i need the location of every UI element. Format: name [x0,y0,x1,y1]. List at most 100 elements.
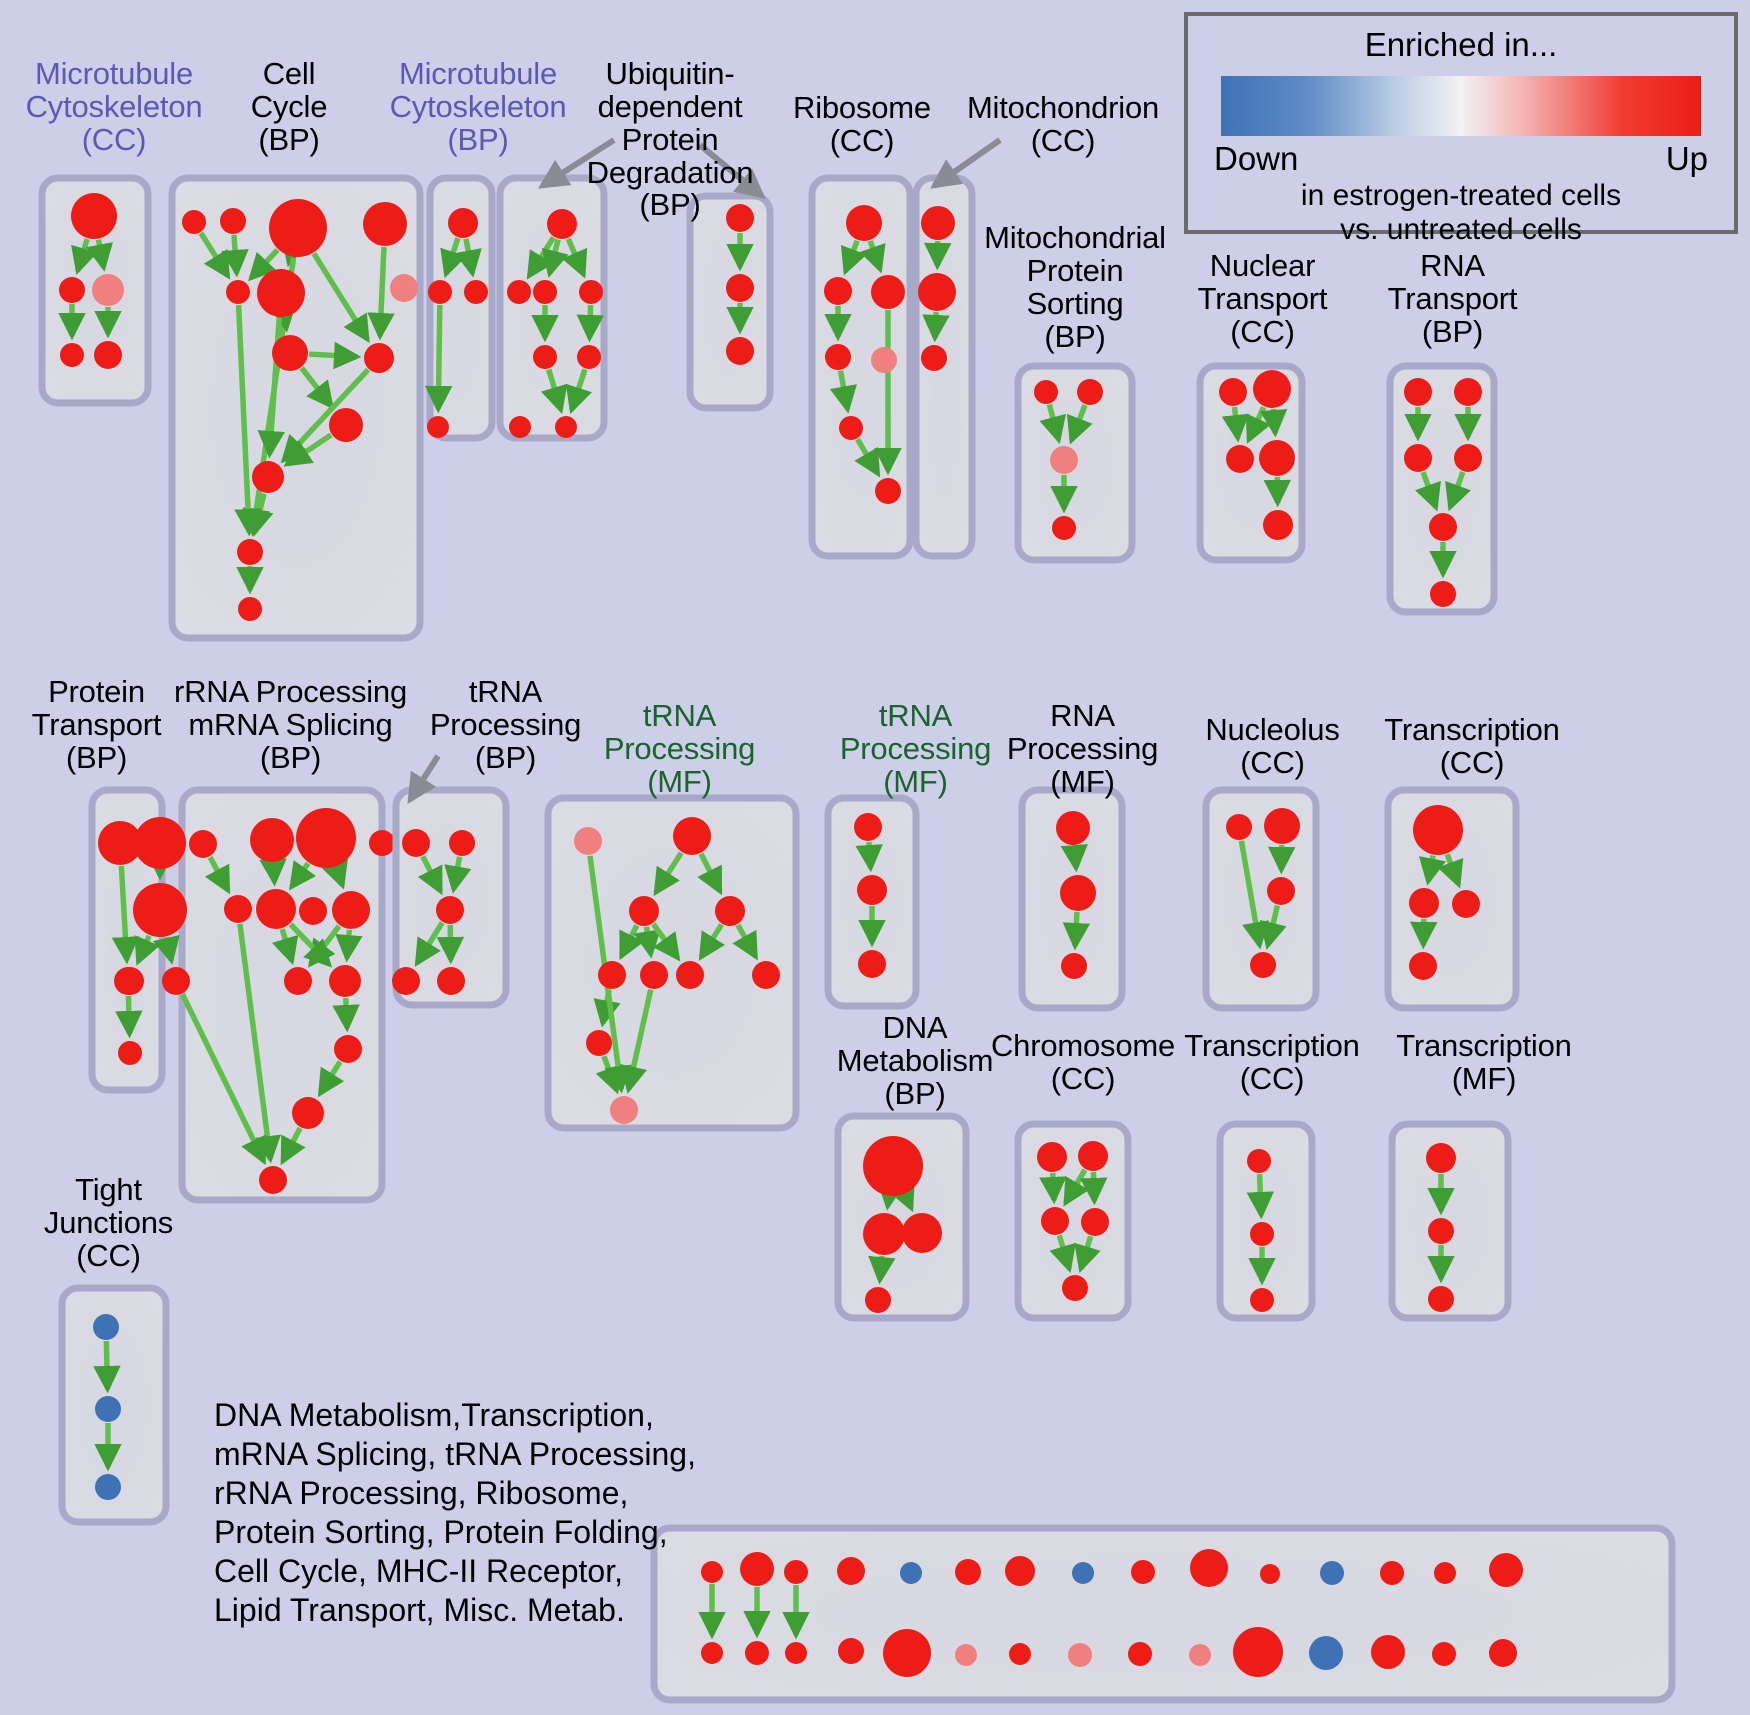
network-node[interactable] [701,1642,723,1664]
network-node[interactable] [1052,516,1076,540]
network-node[interactable] [1128,1642,1152,1666]
network-node[interactable] [95,1474,121,1500]
network-node[interactable] [726,204,754,232]
network-node[interactable] [1260,1564,1280,1584]
network-node[interactable] [785,1642,807,1664]
network-node[interactable] [1060,875,1096,911]
panel-dna-metabolism-bp[interactable] [834,1112,970,1322]
panel-microtubule-cytoskeleton-cc[interactable] [38,174,152,407]
network-node[interactable] [586,1030,612,1056]
network-node[interactable] [955,1644,977,1666]
network-node[interactable] [92,274,124,306]
network-node[interactable] [1264,808,1300,844]
panel-ubiq-single-column[interactable] [686,192,774,412]
panel-mixed-categories-panel[interactable] [650,1524,1676,1704]
network-node[interactable] [824,277,852,305]
network-node[interactable] [1062,1275,1088,1301]
network-node[interactable] [1078,1141,1108,1171]
network-node[interactable] [577,345,601,369]
network-node[interactable] [237,539,263,565]
panel-trna-processing-bp[interactable] [392,786,510,1009]
panel-trna-processing-mf-large[interactable] [544,794,800,1132]
network-node[interactable] [329,408,363,442]
network-node[interactable] [257,269,305,317]
network-node[interactable] [1404,378,1432,406]
network-node[interactable] [900,1562,922,1584]
network-node[interactable] [1072,1562,1094,1584]
network-node[interactable] [726,337,754,365]
network-node[interactable] [1267,877,1295,905]
panel-tight-junctions-cc[interactable] [58,1284,170,1526]
panel-transcription-cc-bottom[interactable] [1216,1120,1316,1322]
network-node[interactable] [402,829,430,857]
network-node[interactable] [726,274,754,302]
network-node[interactable] [715,896,745,926]
network-node[interactable] [1371,1635,1405,1669]
network-node[interactable] [825,344,851,370]
network-node[interactable] [1413,805,1463,855]
network-node[interactable] [292,1097,324,1129]
network-node[interactable] [93,1314,119,1340]
panel-mitochondrial-protein-sorting-bp[interactable] [1014,362,1136,564]
network-node[interactable] [1077,379,1103,405]
network-node[interactable] [1081,1208,1109,1236]
network-node[interactable] [865,1287,891,1313]
network-node[interactable] [269,199,327,257]
network-node[interactable] [883,1629,931,1677]
network-node[interactable] [224,895,252,923]
network-node[interactable] [94,341,122,369]
network-node[interactable] [1320,1561,1344,1585]
network-node[interactable] [871,275,905,309]
network-node[interactable] [921,345,947,371]
network-node[interactable] [226,280,250,304]
network-node[interactable] [332,891,370,929]
network-node[interactable] [574,827,602,855]
network-node[interactable] [1253,370,1291,408]
network-node[interactable] [871,347,897,373]
network-node[interactable] [1489,1553,1523,1587]
network-node[interactable] [863,1136,923,1196]
network-node[interactable] [863,1213,905,1255]
network-node[interactable] [427,416,449,438]
network-node[interactable] [1404,444,1432,472]
network-node[interactable] [284,967,312,995]
network-node[interactable] [598,961,626,989]
network-node[interactable] [1454,444,1482,472]
network-node[interactable] [745,1641,769,1665]
panel-ribosome-cc[interactable] [808,174,914,560]
network-node[interactable] [1131,1560,1155,1584]
network-node[interactable] [701,1561,723,1583]
network-node[interactable] [509,416,531,438]
network-node[interactable] [259,1166,287,1194]
network-node[interactable] [1259,440,1295,476]
network-node[interactable] [1068,1643,1092,1667]
network-node[interactable] [875,478,901,504]
panel-nucleolus-cc[interactable] [1202,786,1320,1012]
network-node[interactable] [1452,890,1480,918]
network-node[interactable] [1189,1644,1211,1666]
network-node[interactable] [629,896,659,926]
network-node[interactable] [955,1559,981,1585]
network-node[interactable] [918,273,956,311]
network-node[interactable] [1250,1222,1274,1246]
panel-transcription-cc-top[interactable] [1384,786,1520,1012]
network-node[interactable] [60,343,84,367]
network-node[interactable] [134,817,186,869]
network-node[interactable] [1409,952,1437,980]
network-node[interactable] [1429,513,1457,541]
network-node[interactable] [1037,1142,1067,1172]
network-node[interactable] [610,1096,638,1124]
network-node[interactable] [329,965,361,997]
network-node[interactable] [189,830,217,858]
network-node[interactable] [1426,1143,1456,1173]
network-node[interactable] [533,280,557,304]
network-node[interactable] [1219,378,1247,406]
network-node[interactable] [846,205,882,241]
network-node[interactable] [854,813,882,841]
network-node[interactable] [238,597,262,621]
panel-mitochondrion-cc[interactable] [912,174,976,560]
network-node[interactable] [1454,378,1482,406]
network-node[interactable] [1428,1218,1454,1244]
network-node[interactable] [334,1035,362,1063]
network-node[interactable] [182,210,206,234]
